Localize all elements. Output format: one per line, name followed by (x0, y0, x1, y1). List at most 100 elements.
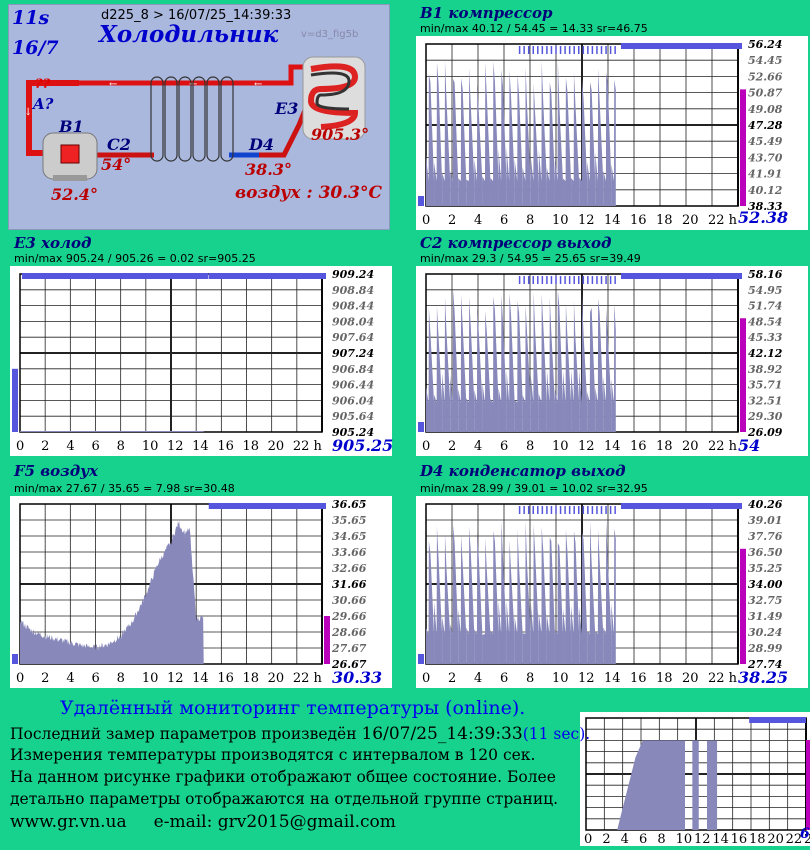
cycle-spike (458, 535, 467, 664)
sensor-e3-label: E3 (275, 99, 299, 118)
y-tick-label: 30.24 (748, 626, 782, 639)
y-tick-label: 26.67 (331, 658, 367, 671)
cycle-spike (506, 69, 515, 206)
x-tick-label: 16 (731, 832, 748, 846)
cycle-spike (611, 79, 616, 206)
x-tick-label: 2 (448, 671, 456, 686)
chart-f5-current: 30.33 (332, 668, 383, 687)
series-area (20, 431, 204, 432)
cycle-spike (571, 301, 580, 432)
x-tick-label: 22 h (708, 213, 738, 228)
temperature-area (617, 740, 685, 830)
y-tick-label: 907.24 (332, 347, 374, 360)
x-tick-label: 0 (16, 671, 24, 686)
cycle-spike (474, 531, 483, 664)
cycle-spike (466, 526, 475, 664)
cycle-spike (554, 290, 564, 432)
cycle-spike (530, 524, 539, 664)
current-level-marker (740, 89, 746, 206)
y-tick-label: 908.44 (332, 300, 374, 313)
cycle-spike (538, 526, 547, 664)
cycle-spike (442, 61, 451, 206)
x-tick-label: 22 h (708, 439, 738, 454)
x-tick-label: 14 (192, 439, 209, 454)
x-tick-label: 2 (448, 439, 456, 454)
chart-e3-current: 905.25 (332, 436, 394, 455)
cycle-spike (482, 537, 491, 664)
coverage-bar (208, 503, 326, 509)
coverage-bar (621, 503, 742, 509)
y-tick-label: 50.87 (748, 87, 783, 100)
cycle-spike (466, 296, 475, 432)
x-tick-label: 4 (474, 213, 482, 228)
y-tick-label: 27.74 (747, 658, 782, 671)
cycle-spike (498, 520, 507, 664)
x-tick-label: 24 (804, 832, 810, 846)
cycle-spike (450, 290, 459, 432)
overview-note-1: На данном рисунке графики отображают общ… (10, 768, 556, 786)
y-tick-label: 26.09 (747, 426, 783, 439)
coverage-bar (621, 43, 742, 49)
x-tick-label: 12 (578, 439, 595, 454)
y-tick-label: 31.49 (748, 610, 783, 623)
x-tick-label: 10 (676, 832, 693, 846)
x-tick-label: 10 (552, 439, 569, 454)
cycle-spike (498, 69, 507, 206)
x-tick-label: 4 (474, 671, 482, 686)
cycle-spike (466, 67, 475, 206)
last-measurement-time: 16/07/25_14:39:33 (361, 724, 523, 744)
chart-e3-stats: min/max 905.24 / 905.26 = 0.02 sr=905.25 (14, 252, 256, 265)
alarm-indicator: ?? (35, 77, 51, 92)
x-tick-label: 14 (712, 832, 729, 846)
cycle-spike (603, 72, 612, 207)
cycle-spike (434, 526, 443, 664)
sensor-b1-label: B1 (59, 117, 84, 136)
x-tick-label: 16 (217, 439, 234, 454)
x-tick-label: 20 (682, 671, 699, 686)
y-tick-label: 40.12 (748, 184, 783, 197)
chart-c2-current: 54 (738, 436, 761, 455)
x-tick-label: 8 (117, 439, 125, 454)
x-tick-label: 18 (243, 439, 260, 454)
cycle-spike (546, 82, 555, 206)
y-tick-label: 909.24 (332, 268, 374, 281)
sensor-e3-value: 905.3° (311, 125, 370, 144)
x-tick-label: 20 (268, 671, 285, 686)
y-tick-label: 30.66 (332, 594, 367, 607)
series-area (20, 520, 204, 664)
chart-f5-stats: min/max 27.67 / 35.65 = 7.98 sr=30.48 (14, 482, 235, 495)
cycle-spike (587, 307, 596, 432)
cycle-spike (595, 298, 604, 432)
email-link[interactable]: e-mail: grv2015@gmail.com (153, 812, 396, 832)
cycle-spike (538, 293, 547, 432)
y-tick-label: 56.24 (748, 38, 782, 51)
website-link[interactable]: www.gr.vn.ua (10, 812, 127, 832)
y-tick-label: 35.71 (748, 379, 782, 392)
overview-note-2: детально параметры отображаются на отдел… (10, 790, 559, 808)
cycle-spike (490, 530, 499, 664)
coverage-bar (621, 273, 742, 279)
cycle-spike (522, 520, 531, 664)
x-tick-label: 22 h (293, 671, 323, 686)
y-tick-label: 41.91 (748, 168, 782, 181)
chart-d4-current: 38.25 (738, 668, 789, 687)
cycle-spike (546, 297, 555, 432)
y-tick-label: 33.66 (332, 546, 367, 559)
cycle-spike (571, 530, 580, 664)
cycle-spike (490, 296, 499, 432)
x-tick-label: 6 (92, 439, 100, 454)
coverage-bar (22, 273, 209, 279)
x-tick-label: 18 (656, 671, 673, 686)
footer-heading: Удалённый мониторинг температуры (online… (60, 697, 526, 719)
cycle-spike (611, 528, 616, 664)
last-measurement-prefix: Последний замер параметров произведён (10, 725, 362, 743)
cycle-spike (579, 293, 588, 432)
series-area (426, 276, 616, 432)
y-tick-label: 32.51 (748, 394, 782, 407)
min-marker (418, 422, 424, 432)
chart-b1-stats: min/max 40.12 / 54.45 = 14.33 sr=46.75 (420, 22, 648, 35)
series-area (426, 506, 616, 664)
svg-text:←: ← (254, 79, 262, 90)
y-tick-label: 38.33 (748, 200, 783, 213)
x-tick-label: 8 (657, 832, 665, 846)
